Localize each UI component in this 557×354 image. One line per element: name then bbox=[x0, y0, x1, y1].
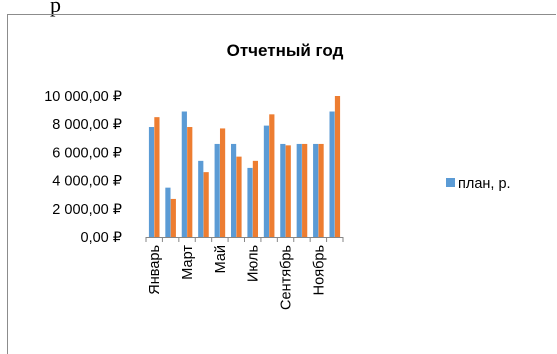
document-text-fragment: р bbox=[50, 0, 61, 17]
chart-title: Отчетный год bbox=[227, 41, 344, 60]
y-tick-label: 4 000,00 ₽ bbox=[52, 174, 122, 190]
x-axis: Январь Март Май Июль Сентябрь Ноябрь bbox=[145, 237, 344, 310]
y-tick-label: 10 000,00 ₽ bbox=[44, 89, 122, 105]
bar-blue-0 bbox=[148, 127, 155, 237]
chart-frame bbox=[7, 14, 556, 354]
y-tick-label: 0,00 ₽ bbox=[81, 230, 122, 246]
x-category-label: Июль bbox=[246, 245, 262, 282]
bar-orange-11 bbox=[334, 96, 341, 237]
bar-blue-4 bbox=[214, 143, 220, 237]
bar-blue-1 bbox=[165, 187, 171, 237]
y-tick-label: 6 000,00 ₽ bbox=[52, 145, 122, 161]
bar-orange-1 bbox=[170, 198, 176, 237]
bar-orange-4 bbox=[219, 128, 226, 237]
bars bbox=[148, 96, 341, 237]
bar-blue-3 bbox=[198, 160, 204, 237]
legend-swatch-blue bbox=[446, 178, 455, 187]
y-tick-label: 8 000,00 ₽ bbox=[52, 117, 122, 133]
bar-orange-0 bbox=[154, 117, 160, 237]
bar-orange-3 bbox=[203, 172, 209, 237]
bar-chart: Отчетный год 0,00 ₽ 2 000,00 ₽ 4 000,00 ₽ 6… bbox=[44, 41, 511, 310]
y-axis: 0,00 ₽ 2 000,00 ₽ 4 000,00 ₽ 6 000,00 ₽ 8 00… bbox=[44, 89, 122, 246]
y-tick-label: 2 000,00 ₽ bbox=[52, 202, 122, 218]
bar-blue-9 bbox=[296, 143, 302, 237]
bar-orange-8 bbox=[285, 145, 291, 237]
bar-orange-5 bbox=[236, 156, 242, 237]
x-category-label: Сентябрь bbox=[279, 245, 295, 310]
bar-blue-8 bbox=[280, 143, 286, 237]
x-category-label: Март bbox=[180, 245, 196, 280]
bar-blue-2 bbox=[181, 111, 187, 237]
bar-blue-7 bbox=[263, 125, 270, 237]
bar-orange-2 bbox=[187, 127, 193, 237]
x-category-label: Январь bbox=[147, 245, 163, 295]
bar-orange-10 bbox=[318, 143, 324, 237]
bar-orange-7 bbox=[269, 114, 275, 237]
bar-blue-5 bbox=[230, 143, 237, 237]
x-category-label: Май bbox=[213, 245, 229, 273]
bar-blue-11 bbox=[329, 111, 335, 237]
bar-orange-9 bbox=[302, 143, 308, 237]
legend-label: план, р. bbox=[458, 176, 511, 192]
bar-blue-6 bbox=[247, 167, 253, 237]
bar-orange-6 bbox=[252, 160, 259, 237]
x-category-label: Ноябрь bbox=[311, 245, 327, 295]
bar-blue-10 bbox=[313, 143, 319, 237]
legend: план, р. bbox=[446, 176, 511, 192]
